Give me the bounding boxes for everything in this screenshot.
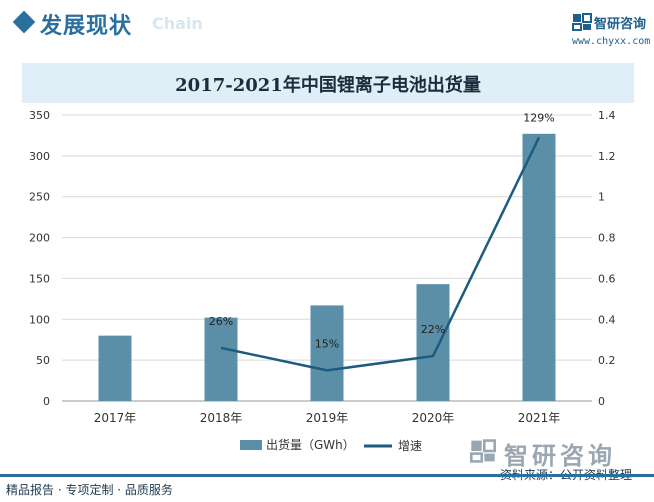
y-right-tick-label: 1 bbox=[598, 191, 605, 204]
y-left-tick-label: 200 bbox=[29, 232, 50, 245]
legend-bar-swatch bbox=[240, 440, 262, 450]
y-right-tick-label: 0 bbox=[598, 395, 605, 408]
y-right-tick-label: 0.8 bbox=[598, 232, 616, 245]
x-tick-label: 2017年 bbox=[94, 411, 137, 425]
legend-bar-label: 出货量（GWh） bbox=[266, 437, 355, 452]
chart: 0 50 100 150 200 250 300 350 0 0.2 0.4 0.6 0.8 1 1.2 1.… bbox=[29, 109, 616, 453]
y-left-tick-label: 50 bbox=[36, 354, 50, 367]
growth-line bbox=[220, 136, 541, 372]
bar-1 bbox=[98, 335, 132, 401]
growth-data-label: 129% bbox=[523, 111, 554, 124]
brand-name: 智研咨询 bbox=[594, 17, 647, 32]
x-tick-label: 2021年 bbox=[518, 411, 561, 425]
chart-title-band: 2017-2021年中国锂离子电池出货量 bbox=[22, 63, 634, 103]
chart-title: 2017-2021年中国锂离子电池出货量 bbox=[175, 75, 481, 96]
y-right-tick-label: 0.2 bbox=[598, 354, 616, 367]
brand-url: www.chyxx.com bbox=[572, 36, 651, 47]
y-right-tick-label: 1.2 bbox=[598, 150, 616, 163]
bar-2 bbox=[204, 317, 238, 401]
y-right-tick-label: 0.6 bbox=[598, 272, 616, 285]
y-right-tick-label: 1.4 bbox=[598, 109, 616, 122]
section-subtitle: Chain bbox=[152, 14, 203, 33]
y-left-tick-label: 0 bbox=[43, 395, 50, 408]
legend-line-label: 增速 bbox=[398, 439, 422, 453]
footer-divider bbox=[0, 474, 654, 477]
y-left-tick-label: 300 bbox=[29, 150, 50, 163]
footer-brand: 智研咨询 bbox=[470, 436, 650, 470]
y-left-tick-label: 100 bbox=[29, 313, 50, 326]
header: 发展现状 Chain 智研咨询 www.chyxx.com bbox=[0, 0, 654, 52]
brand-logo-icon bbox=[572, 13, 592, 31]
x-tick-label: 2020年 bbox=[412, 411, 455, 425]
y-left-tick-label: 150 bbox=[29, 272, 50, 285]
growth-data-label: 26% bbox=[209, 315, 233, 328]
x-tick-label: 2019年 bbox=[306, 411, 349, 425]
x-tick-label: 2018年 bbox=[200, 411, 243, 425]
footer-brand-name: 智研咨询 bbox=[504, 442, 616, 470]
footer-logo-icon bbox=[470, 439, 496, 463]
bar-3 bbox=[310, 305, 344, 401]
y-left-tick-label: 350 bbox=[29, 109, 50, 122]
growth-data-label: 22% bbox=[421, 323, 445, 336]
footer-tagline: 精品报告 · 专项定制 · 品质服务 bbox=[6, 483, 173, 497]
y-left-tick-label: 250 bbox=[29, 191, 50, 204]
section-title: 发展现状 bbox=[40, 14, 133, 39]
bar-5 bbox=[522, 133, 556, 401]
growth-data-label: 15% bbox=[315, 337, 339, 350]
brand: 智研咨询 www.chyxx.com bbox=[572, 12, 652, 52]
bar-4 bbox=[416, 284, 450, 401]
y-right-tick-label: 0.4 bbox=[598, 313, 616, 326]
